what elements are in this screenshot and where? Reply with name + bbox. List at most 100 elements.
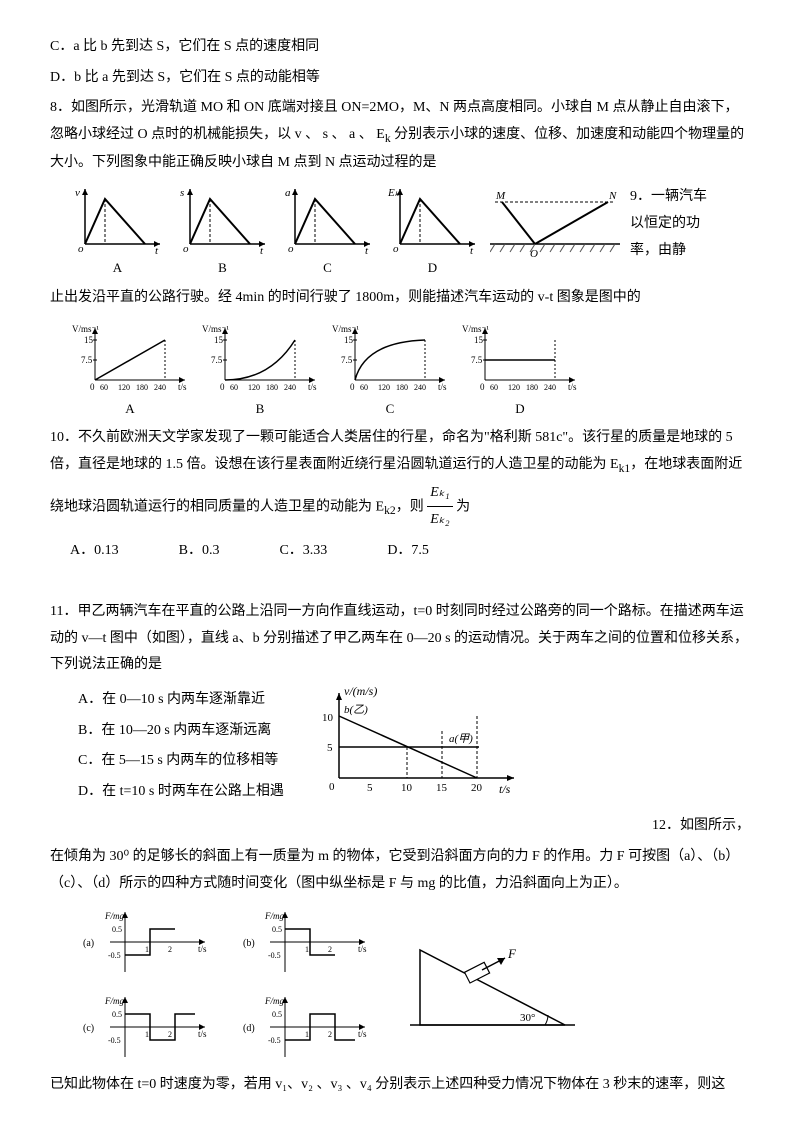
q11-opt-d: D．在 t=10 s 时两车在公路上相遇: [78, 779, 284, 806]
svg-text:(b): (b): [243, 938, 255, 949]
q8-label-b: B: [218, 256, 227, 281]
svg-text:15: 15: [344, 335, 354, 345]
svg-text:t: t: [365, 245, 369, 254]
q9-chart-b: V/ms⁻¹ 15 7.5 0 60120 180240 t/s B: [200, 320, 320, 422]
q12-lead: 12．如图所示，: [50, 813, 750, 840]
svg-text:o: o: [288, 243, 294, 254]
q8-chart-c-svg: a t o: [280, 184, 375, 254]
svg-text:s: s: [180, 187, 184, 199]
svg-text:1: 1: [305, 945, 309, 954]
q12-chart-b: (b) F/mg 0.5-0.5 12 t/s: [240, 907, 370, 977]
q10-opt-d: D．7.5: [387, 538, 429, 565]
q10-s1: k1: [619, 462, 631, 475]
q10-fraction: Eₖ₁ Eₖ₂: [427, 480, 452, 534]
q9-text: 止出发沿平直的公路行驶。经 4min 的时间行驶了 1800m，则能描述汽车运动…: [50, 285, 750, 312]
svg-text:120: 120: [378, 383, 390, 392]
q12-chart-c: (c) F/mg 0.5-0.5 12 t/s: [80, 992, 210, 1062]
q10-frac-bot: Eₖ₂: [427, 507, 452, 534]
svg-text:F/mg: F/mg: [264, 996, 284, 1006]
svg-text:M: M: [495, 190, 506, 202]
svg-text:o: o: [78, 243, 84, 254]
q10-opt-c: C．3.33: [279, 538, 327, 565]
svg-text:15: 15: [84, 335, 94, 345]
svg-text:120: 120: [118, 383, 130, 392]
svg-text:240: 240: [414, 383, 426, 392]
svg-text:240: 240: [154, 383, 166, 392]
q12-chart-d: (d) F/mg 0.5-0.5 12 t/s: [240, 992, 370, 1062]
svg-text:V/ms⁻¹: V/ms⁻¹: [72, 324, 99, 334]
svg-text:t/s: t/s: [308, 382, 317, 392]
q8-chart-c: a t o C: [280, 184, 375, 281]
q7-opt-d: D．b 比 a 先到达 S，它们在 S 点的动能相等: [50, 65, 750, 92]
svg-text:t/s: t/s: [568, 382, 577, 392]
svg-text:0.5: 0.5: [112, 925, 122, 934]
svg-text:0: 0: [90, 382, 95, 392]
q8-charts: v t o A s t o B a t o: [70, 184, 750, 281]
svg-text:7.5: 7.5: [341, 355, 353, 365]
q8-chart-a-svg: v t o: [70, 184, 165, 254]
q12-tail: 已知此物体在 t=0 时速度为零，若用 v₁、v₂ 、v₃ 、v₄ 分别表示上述…: [50, 1072, 750, 1099]
q11-text: 11．甲乙两辆汽车在平直的公路上沿同一方向作直线运动，t=0 时刻同时经过公路旁…: [50, 599, 750, 679]
svg-text:-0.5: -0.5: [108, 951, 121, 960]
svg-text:0: 0: [350, 382, 355, 392]
svg-text:b(乙): b(乙): [344, 704, 368, 716]
svg-text:O: O: [530, 248, 538, 259]
svg-text:-0.5: -0.5: [268, 951, 281, 960]
svg-text:F/mg: F/mg: [104, 911, 124, 921]
svg-text:0.5: 0.5: [112, 1010, 122, 1019]
q12-text: 在倾角为 30⁰ 的足够长的斜面上有一质量为 m 的物体，它受到沿斜面方向的力 …: [50, 844, 750, 897]
q8-text: 8．如图所示，光滑轨道 MO 和 ON 底端对接且 ON=2MO，M、N 两点高…: [50, 95, 750, 176]
q9-label-d: D: [515, 397, 524, 422]
svg-text:60: 60: [360, 383, 368, 392]
q9-lead: 9．一辆汽车以恒定的功率，由静: [630, 184, 715, 281]
svg-text:t/s: t/s: [358, 944, 367, 954]
svg-text:10: 10: [322, 712, 334, 724]
q10-opt-b: B．0.3: [179, 538, 220, 565]
q9-charts: V/ms⁻¹ 15 7.5 0 60120 180240 t/s A V/ms⁻…: [70, 320, 750, 422]
svg-text:(a): (a): [83, 938, 94, 949]
svg-text:120: 120: [248, 383, 260, 392]
svg-text:240: 240: [284, 383, 296, 392]
svg-text:60: 60: [230, 383, 238, 392]
q8-diagram-svg: M N O: [490, 184, 620, 259]
svg-text:60: 60: [100, 383, 108, 392]
svg-text:t/s: t/s: [499, 782, 511, 796]
svg-text:5: 5: [327, 742, 333, 754]
svg-text:a: a: [285, 187, 291, 199]
q9-chart-d: V/ms⁻¹ 15 7.5 0 60120 180240 t/s D: [460, 320, 580, 422]
q10-s2: k2: [384, 504, 396, 517]
svg-text:180: 180: [396, 383, 408, 392]
svg-text:0.5: 0.5: [272, 1010, 282, 1019]
svg-text:7.5: 7.5: [471, 355, 483, 365]
svg-text:V/ms⁻¹: V/ms⁻¹: [332, 324, 359, 334]
q8-chart-b-svg: s t o: [175, 184, 270, 254]
q9-chart-a: V/ms⁻¹ 15 7.5 0 60120 180240 t/s A: [70, 320, 190, 422]
svg-text:-0.5: -0.5: [268, 1036, 281, 1045]
q8-chart-a: v t o A: [70, 184, 165, 281]
q9-label-b: B: [256, 397, 265, 422]
q8-label-d: D: [428, 256, 437, 281]
q12-diagrams: (a) F/mg 0.5-0.5 12 t/s (c) F/mg 0.5-0.5…: [80, 907, 750, 1062]
q10-t3: ，则: [396, 499, 428, 514]
q11-opt-b: B．在 10—20 s 内两车逐渐远离: [78, 718, 284, 745]
svg-text:v: v: [75, 187, 80, 199]
q10-options: A．0.13 B．0.3 C．3.33 D．7.5: [70, 538, 750, 565]
svg-text:0.5: 0.5: [272, 925, 282, 934]
svg-text:15: 15: [436, 782, 448, 794]
svg-text:0: 0: [480, 382, 485, 392]
svg-text:V/ms⁻¹: V/ms⁻¹: [202, 324, 229, 334]
q10-text: 10．不久前欧洲天文学家发现了一颗可能适合人类居住的行星，命名为"格利斯 581…: [50, 425, 750, 534]
svg-text:2: 2: [328, 1030, 332, 1039]
q10-frac-top: Eₖ₁: [427, 480, 452, 508]
svg-text:(c): (c): [83, 1023, 94, 1034]
svg-text:v/(m/s): v/(m/s): [344, 684, 377, 698]
svg-text:30°: 30°: [520, 1012, 535, 1024]
q12-incline: F 30°: [400, 930, 580, 1040]
svg-text:N: N: [608, 190, 617, 202]
svg-text:t: t: [260, 245, 264, 254]
svg-text:o: o: [183, 243, 189, 254]
svg-text:2: 2: [328, 945, 332, 954]
svg-text:5: 5: [367, 782, 373, 794]
svg-text:180: 180: [266, 383, 278, 392]
svg-text:(d): (d): [243, 1023, 255, 1034]
